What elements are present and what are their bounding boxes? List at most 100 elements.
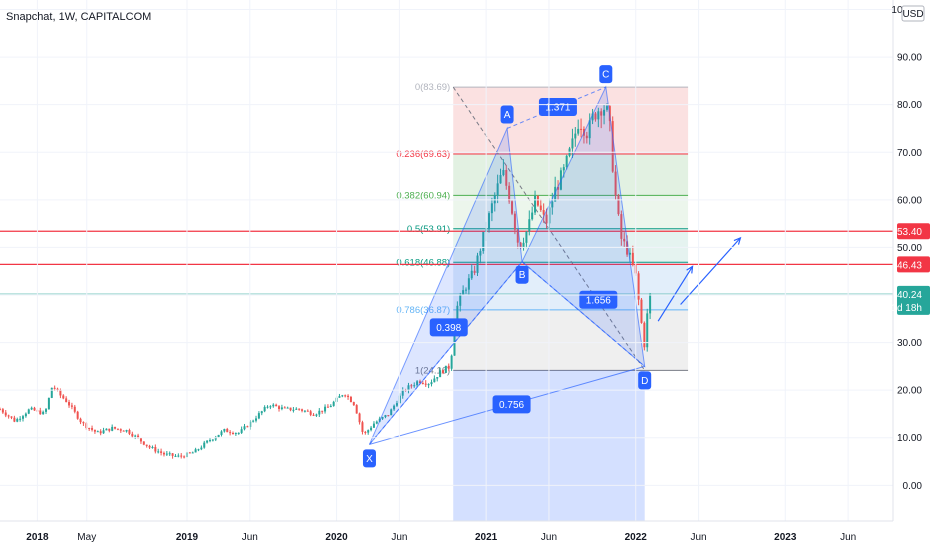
candle [24, 413, 27, 417]
pattern-ratio-label[interactable]: 0.398 [429, 318, 468, 337]
candle [516, 229, 519, 243]
pattern-point-b-bg [515, 265, 529, 284]
line-price-tag[interactable]: 53.40 [897, 223, 930, 240]
fibonacci-retracement[interactable]: 0(83.69) 0.236(69.63) 0.382(60.94) 0.5(53.9… [396, 82, 689, 376]
price-tick-label: 60.00 [897, 195, 922, 206]
horizontal-lines[interactable] [0, 230, 893, 295]
candle [211, 439, 214, 441]
pattern-point-a[interactable]: A [500, 105, 514, 124]
candle [542, 210, 545, 215]
candle [214, 437, 217, 440]
candle [536, 195, 539, 206]
pattern-point-x[interactable]: X [362, 449, 376, 468]
time-tick-label: Jun [690, 532, 706, 543]
pattern-ratio-label[interactable]: 1.656 [579, 290, 618, 309]
time-tick-label: May [77, 532, 96, 543]
candle [134, 435, 137, 437]
fib-level-label: 1(24.16) [415, 365, 450, 376]
candle [142, 441, 145, 445]
pattern-point-c-bg [599, 65, 613, 84]
candle [326, 406, 329, 408]
candle [390, 409, 393, 416]
projection-arrow[interactable] [657, 266, 694, 322]
candle [208, 440, 211, 442]
candle [372, 423, 375, 428]
pattern-point-b[interactable]: B [515, 265, 529, 284]
candle [4, 412, 7, 416]
candle [479, 251, 482, 256]
pattern-ratio-label[interactable]: 0.756 [492, 395, 531, 414]
candle [534, 195, 537, 213]
projection-arrow[interactable] [680, 237, 741, 305]
candle [197, 449, 200, 451]
candle [188, 452, 191, 454]
pattern-point-d[interactable]: D [638, 371, 652, 390]
time-axis[interactable]: 2018 May 2019 Jun 2020 Jun 2021 Jun 2022 Jun 2023 J… [0, 520, 932, 550]
candle [421, 382, 424, 384]
candle [312, 414, 315, 416]
candle [470, 270, 473, 279]
pattern-ratio-label-text: 1.371 [545, 103, 570, 114]
candle [381, 417, 384, 419]
harmonic-pattern[interactable]: X A B C D 0.398 1.371 1.656 0.756 [362, 65, 652, 468]
candle [605, 106, 608, 110]
pattern-ratio-label-text: 1.656 [586, 295, 611, 306]
candle [122, 430, 125, 432]
candle [111, 426, 114, 431]
candle [13, 417, 16, 422]
candle [545, 214, 548, 224]
candle [499, 175, 502, 184]
pattern-ratio-line [521, 261, 646, 367]
candle [50, 387, 53, 398]
candle [482, 232, 485, 252]
candle [174, 455, 177, 457]
unit-tag-bg [901, 5, 925, 22]
candle [102, 430, 105, 434]
price-tick-label: 90.00 [897, 53, 922, 64]
line-price-tag[interactable]: 46.43 [897, 256, 930, 273]
candle [358, 413, 361, 423]
fib-level-label: 0(83.69) [415, 82, 450, 93]
candle [246, 426, 249, 428]
current-price-tag[interactable]: 40.24 1d 18h [891, 285, 930, 315]
candle [352, 402, 355, 406]
candle [551, 201, 554, 208]
candle [306, 410, 309, 412]
candle [600, 111, 603, 116]
candle [626, 241, 629, 255]
candle [427, 384, 430, 386]
candle [280, 407, 283, 409]
candle [237, 432, 240, 434]
candle [646, 313, 649, 348]
candle [229, 432, 232, 434]
candle [364, 431, 367, 433]
candle [490, 203, 493, 214]
projection-arrows[interactable] [657, 236, 742, 322]
pattern-point-c[interactable]: C [599, 65, 613, 84]
candle [162, 452, 165, 455]
candle [56, 388, 59, 390]
candle [309, 411, 312, 415]
pattern-ratio-label[interactable]: 1.371 [538, 98, 577, 117]
candle [154, 447, 157, 452]
candle [82, 422, 85, 424]
line-price-tag-text: 53.40 [897, 227, 922, 238]
time-tick-label: 2023 [774, 532, 797, 543]
candle [441, 370, 444, 373]
time-tick-label: Jun [541, 532, 557, 543]
candle [476, 255, 479, 273]
pattern-point-x-bg [362, 449, 376, 468]
candle [286, 407, 289, 409]
candle [160, 451, 163, 453]
unit-tag[interactable]: USD [901, 5, 925, 22]
candle [131, 433, 134, 437]
candle [252, 420, 255, 422]
time-tick-label: 2018 [26, 532, 49, 543]
pattern-ratio-label-text: 0.756 [499, 400, 524, 411]
candle [464, 289, 468, 291]
candle [272, 404, 275, 407]
candle [565, 155, 568, 168]
candle [511, 201, 514, 214]
